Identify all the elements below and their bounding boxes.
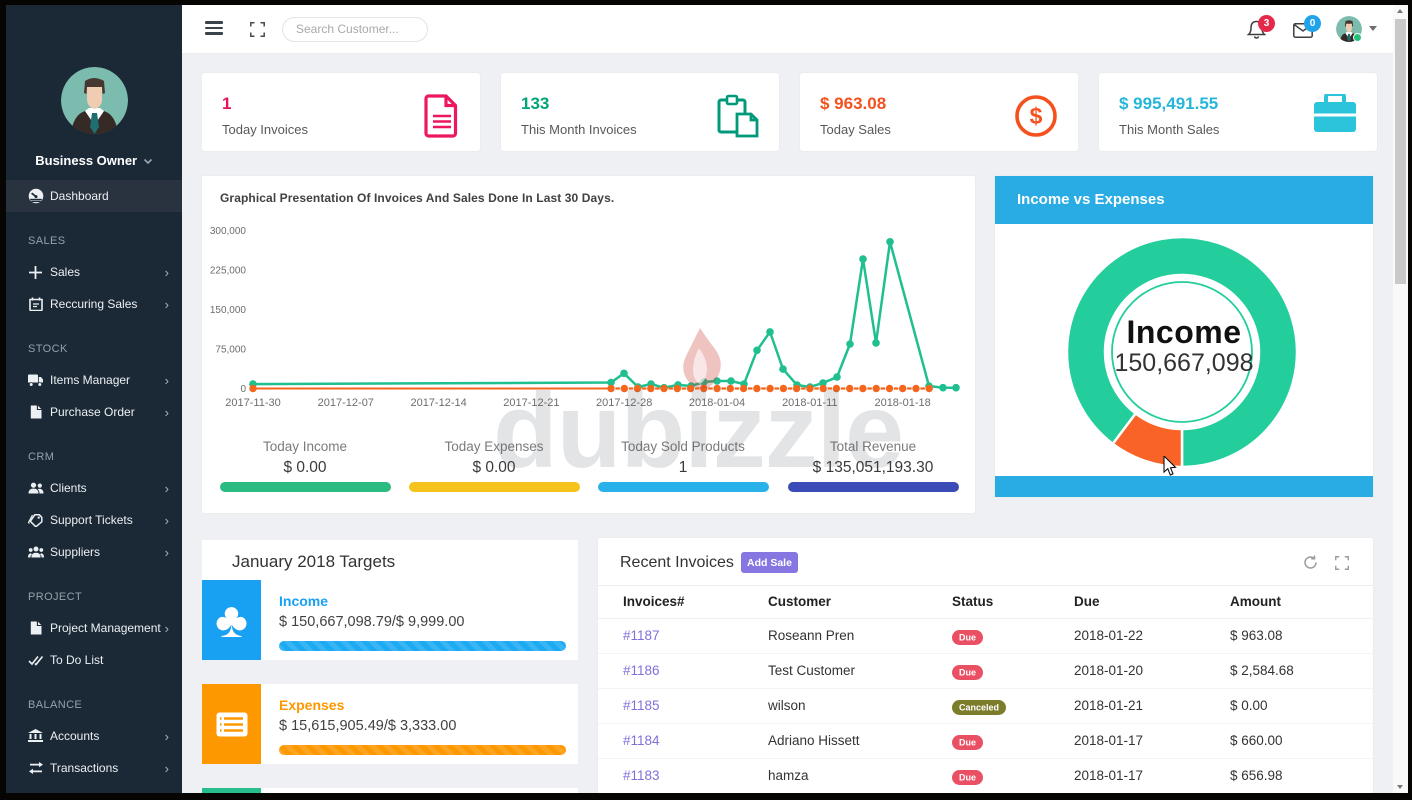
svg-text:$: $: [1030, 103, 1043, 129]
svg-text:300,000: 300,000: [210, 226, 247, 237]
svg-text:150,000: 150,000: [210, 305, 247, 316]
svg-text:2018-01-18: 2018-01-18: [874, 397, 930, 409]
svg-text:2017-12-21: 2017-12-21: [503, 397, 559, 409]
svg-text:75,000: 75,000: [215, 345, 246, 356]
svg-text:225,000: 225,000: [210, 266, 247, 277]
svg-text:2018-01-11: 2018-01-11: [782, 397, 837, 409]
svg-text:0: 0: [240, 384, 246, 395]
svg-text:2017-12-28: 2017-12-28: [596, 397, 652, 409]
svg-text:2017-12-07: 2017-12-07: [318, 397, 374, 409]
svg-text:2018-01-04: 2018-01-04: [689, 397, 745, 409]
svg-text:2017-12-14: 2017-12-14: [410, 397, 466, 409]
svg-text:2017-11-30: 2017-11-30: [225, 397, 280, 409]
